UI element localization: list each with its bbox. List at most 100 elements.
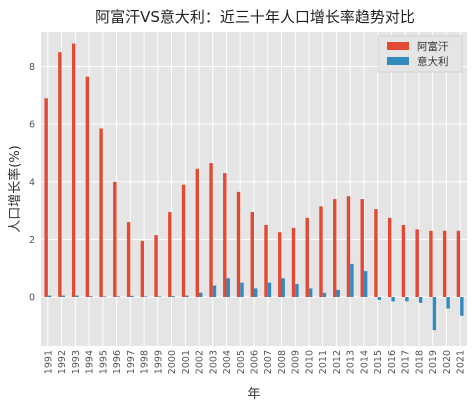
bar-italy-2020 <box>446 297 450 309</box>
y-tick-labels: 0 2 4 6 8 <box>29 62 35 303</box>
x-axis-label: 年 <box>247 387 260 402</box>
y-tick-label: 8 <box>29 62 35 73</box>
x-tick-label: 2019 <box>428 350 439 374</box>
x-tick-label: 2001 <box>181 350 192 374</box>
bar-italy-2001 <box>185 295 189 298</box>
y-tick-label: 0 <box>29 293 35 304</box>
bar-italy-2008 <box>281 278 285 298</box>
bar-afghanistan-1997 <box>126 222 131 298</box>
bar-afghanistan-2002 <box>195 168 200 298</box>
legend-swatch-italy <box>387 57 409 65</box>
x-tick-label: 2003 <box>208 350 219 374</box>
bar-italy-2018 <box>418 297 423 303</box>
bar-afghanistan-2013 <box>346 196 351 298</box>
x-tick-label: 2010 <box>304 350 315 374</box>
bar-italy-2006 <box>254 288 258 298</box>
x-tick-label: 2020 <box>442 350 453 374</box>
bar-italy-2003 <box>212 285 217 298</box>
bar-afghanistan-2006 <box>250 212 254 298</box>
bar-italy-2015 <box>377 297 382 300</box>
bar-afghanistan-2005 <box>236 191 241 298</box>
bar-italy-1995 <box>102 296 107 298</box>
bars <box>44 43 464 331</box>
bar-italy-1998 <box>144 296 148 298</box>
bar-afghanistan-2012 <box>333 199 337 298</box>
chart-title: 阿富汗VS意大利：近三十年人口增长率趋势对比 <box>95 8 415 26</box>
bar-italy-2011 <box>322 292 327 298</box>
bar-afghanistan-2010 <box>305 217 309 298</box>
x-tick-label: 2016 <box>387 350 398 374</box>
bar-afghanistan-2003 <box>209 163 213 298</box>
x-tick-label: 2006 <box>250 350 261 374</box>
bar-italy-1992 <box>61 295 66 298</box>
bar-afghanistan-2017 <box>401 225 406 298</box>
x-tick-label: 1996 <box>112 350 123 374</box>
bar-italy-2000 <box>171 296 175 298</box>
bar-afghanistan-2021 <box>456 230 461 298</box>
x-tick-label: 2021 <box>456 350 467 374</box>
bar-italy-1993 <box>75 295 79 298</box>
x-tick-label: 2000 <box>167 350 178 374</box>
legend: 阿富汗 意大利 <box>377 35 463 73</box>
x-tick-label: 2018 <box>414 350 425 374</box>
bar-afghanistan-2016 <box>387 217 392 298</box>
bar-afghanistan-2015 <box>374 209 378 298</box>
x-tick-label: 1991 <box>43 350 54 374</box>
x-tick-label: 2009 <box>291 350 302 374</box>
x-tick-label: 1998 <box>140 350 151 374</box>
bar-afghanistan-2020 <box>442 230 447 298</box>
bar-italy-2019 <box>432 297 437 331</box>
bar-italy-1996 <box>116 296 121 298</box>
legend-swatch-afghanistan <box>387 42 409 50</box>
bar-afghanistan-1995 <box>99 128 103 298</box>
bar-italy-2021 <box>460 297 464 316</box>
x-tick-label: 2007 <box>263 350 274 374</box>
legend-label-italy: 意大利 <box>417 55 449 68</box>
bar-afghanistan-1993 <box>71 43 76 298</box>
bar-italy-1997 <box>130 295 134 298</box>
x-tick-label: 1997 <box>126 350 137 374</box>
bar-afghanistan-2001 <box>181 184 186 298</box>
bar-italy-2014 <box>363 271 368 298</box>
x-tick-label: 1992 <box>57 350 68 374</box>
bar-afghanistan-2018 <box>415 229 419 298</box>
bar-italy-2010 <box>308 288 313 298</box>
x-tick-label: 2004 <box>222 350 233 374</box>
bar-afghanistan-2014 <box>360 199 364 298</box>
y-axis-label: 人口增长率(%) <box>7 145 23 233</box>
bar-italy-2009 <box>295 284 299 298</box>
bar-afghanistan-2008 <box>278 232 282 298</box>
bar-afghanistan-2009 <box>291 227 296 298</box>
bar-afghanistan-2007 <box>264 225 268 298</box>
bar-italy-2005 <box>240 282 244 298</box>
legend-label-afghanistan: 阿富汗 <box>417 40 449 53</box>
y-tick-label: 6 <box>29 120 35 131</box>
x-tick-label: 1995 <box>98 350 109 374</box>
x-tick-label: 1994 <box>85 350 96 374</box>
x-tick-label: 2013 <box>346 350 357 374</box>
bar-italy-2002 <box>199 292 203 298</box>
x-tick-label: 1993 <box>71 350 82 374</box>
y-tick-label: 4 <box>29 177 35 188</box>
x-tick-label: 2005 <box>236 350 247 374</box>
bar-afghanistan-1994 <box>85 76 90 298</box>
x-tick-label: 2008 <box>277 350 288 374</box>
bar-afghanistan-2004 <box>223 173 227 298</box>
bar-afghanistan-2019 <box>429 230 433 298</box>
x-tick-label: 2017 <box>401 350 412 374</box>
x-tick-label: 2011 <box>318 350 329 374</box>
bar-afghanistan-1992 <box>58 52 62 298</box>
bar-afghanistan-1999 <box>154 235 158 298</box>
x-tick-label: 2015 <box>373 350 384 374</box>
x-tick-labels: 1991 1992 1993 1994 1995 1996 1997 1998 1999 2000… <box>43 350 466 374</box>
bar-afghanistan-1998 <box>140 240 145 298</box>
y-tick-label: 2 <box>29 235 35 246</box>
bar-italy-2016 <box>391 297 395 302</box>
bar-italy-1991 <box>47 295 52 298</box>
bar-afghanistan-2000 <box>168 212 172 298</box>
x-tick-label: 2002 <box>195 350 206 374</box>
bar-italy-1994 <box>89 296 93 298</box>
x-tick-label: 2012 <box>332 350 343 374</box>
